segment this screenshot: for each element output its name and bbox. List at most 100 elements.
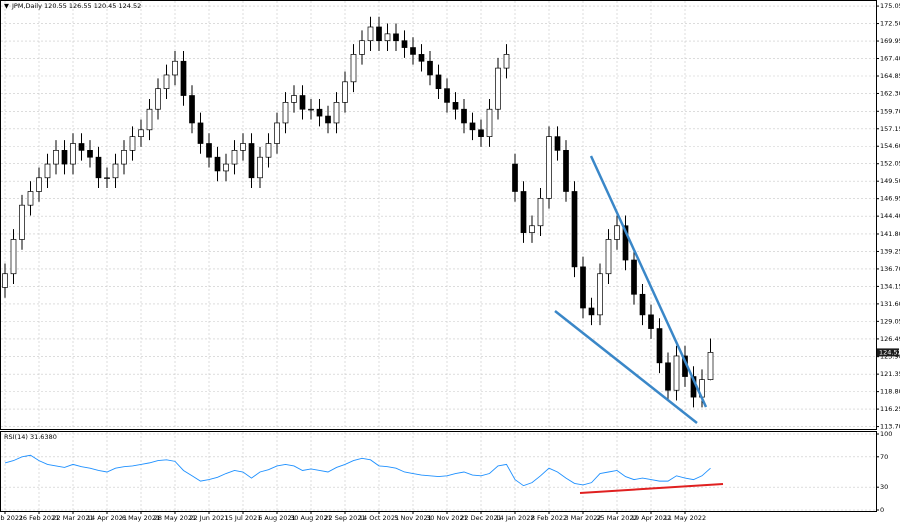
y-tick-label: 113.70 — [880, 423, 900, 431]
candle-body — [282, 102, 289, 124]
candle-body — [418, 54, 425, 62]
y-tick-label: 70 — [880, 453, 888, 461]
candle-body — [112, 163, 119, 179]
candle-body — [61, 150, 68, 165]
candle-body — [673, 355, 680, 391]
y-tick-label: 144.40 — [880, 212, 900, 220]
y-tick-label: 175.05 — [880, 2, 900, 10]
lower-trendline — [554, 310, 698, 424]
x-tick-label: 5 Nov 2021 — [394, 514, 432, 522]
candle-body — [129, 136, 136, 151]
y-tick-label: 141.80 — [880, 230, 900, 238]
candle-body — [410, 47, 416, 55]
candle-body — [291, 95, 297, 103]
rsi-title: RSI(14) 31.6380 — [4, 433, 57, 441]
candle-body — [350, 54, 357, 83]
y-tick-label: 121.35 — [880, 370, 900, 378]
candle-body — [452, 102, 459, 110]
x-tick-label: 11 May 2022 — [664, 514, 706, 522]
y-tick-label: 162.30 — [880, 89, 900, 97]
x-tick-label: 14 Jan 2022 — [496, 514, 535, 522]
candle-body — [155, 88, 161, 110]
candle-body — [495, 67, 501, 110]
candle-body — [707, 352, 714, 380]
rsi-support-line — [579, 483, 724, 494]
candle-body — [240, 143, 246, 151]
symbol: JPM,Daily — [11, 2, 42, 10]
candle-body — [597, 273, 603, 316]
candle-body — [520, 191, 527, 233]
y-tick-label: 146.95 — [880, 195, 900, 203]
x-tick-label: 19 Apr 2022 — [631, 514, 671, 522]
candle-body — [512, 163, 518, 192]
candle-body — [146, 108, 153, 131]
candle-body — [248, 143, 255, 179]
candle-body — [342, 81, 348, 103]
candle-body — [537, 197, 544, 227]
candle-body — [197, 122, 204, 144]
candle-body — [180, 60, 187, 96]
y-tick-label: 139.25 — [880, 247, 900, 255]
candle-body — [563, 150, 569, 192]
y-tick-label: 159.70 — [880, 107, 900, 115]
candle-body — [631, 259, 637, 295]
candle-body — [393, 33, 399, 42]
close: 124.52 — [119, 2, 142, 10]
x-tick-label: 22 Sep 2021 — [324, 514, 365, 522]
candle-body — [503, 54, 510, 69]
candle-body — [274, 122, 280, 144]
candle-body — [665, 362, 671, 391]
candle-body — [95, 156, 102, 179]
x-tick-label: 8 Feb 2022 — [531, 514, 567, 522]
x-tick-label: 30 Aug 2021 — [290, 514, 332, 522]
y-tick-label: 169.95 — [880, 37, 900, 45]
candle-body — [206, 143, 212, 158]
candle-body — [104, 177, 110, 179]
candle-body — [359, 40, 365, 55]
candle-body — [138, 129, 144, 138]
x-tick-label: 22 Dec 2021 — [460, 514, 502, 522]
candle-body — [648, 314, 654, 329]
candle-body — [36, 177, 42, 192]
x-tick-label: 6 May 2021 — [122, 514, 160, 522]
candle-body — [19, 204, 25, 240]
x-tick-label: 26 Feb 2021 — [19, 514, 59, 522]
marks-layer — [2, 16, 714, 487]
candle-body — [554, 136, 561, 151]
last-price-label: 124.52 — [879, 348, 900, 356]
candle-body — [231, 150, 238, 165]
x-tick-label: 22 Jun 2021 — [189, 514, 228, 522]
candle-body — [53, 150, 59, 165]
x-tick-label: 30 Nov 2021 — [426, 514, 468, 522]
y-tick-label: 164.85 — [880, 72, 900, 80]
candle-body — [172, 60, 178, 76]
candle-body — [27, 191, 34, 206]
candle-body — [10, 239, 17, 275]
candle-body — [333, 102, 340, 124]
candle-body — [656, 328, 663, 364]
candle-body — [461, 108, 467, 124]
last-price-box — [877, 348, 899, 357]
candle-body — [78, 143, 85, 151]
x-tick-label: 14 Apr 2021 — [87, 514, 127, 522]
candle-body — [614, 225, 620, 240]
x-tick-label: 3 Mar 2022 — [564, 514, 601, 522]
candle-body — [376, 26, 382, 42]
price-header: JPM,Daily 120.55 126.55 120.45 124.52 — [11, 2, 141, 10]
y-tick-label: 131.60 — [880, 300, 900, 308]
candle-body — [529, 225, 535, 233]
candle-body — [257, 156, 263, 179]
x-tick-label: 28 May 2021 — [154, 514, 196, 522]
candle-body — [223, 163, 229, 172]
y-tick-label: 129.05 — [880, 317, 900, 325]
y-tick-label: 167.40 — [880, 55, 900, 63]
low: 120.45 — [94, 2, 117, 10]
rsi-line — [4, 454, 711, 487]
candle-body — [367, 26, 374, 42]
candle-body — [427, 60, 433, 76]
price-pane-frame — [0, 0, 877, 430]
x-tick-label: 14 Oct 2021 — [359, 514, 399, 522]
rsi-pane-frame — [0, 431, 877, 512]
candle-body — [325, 115, 331, 124]
